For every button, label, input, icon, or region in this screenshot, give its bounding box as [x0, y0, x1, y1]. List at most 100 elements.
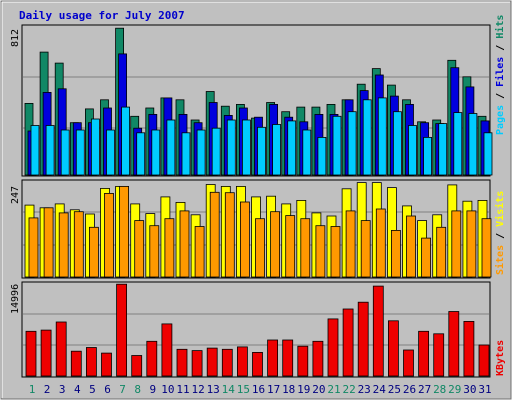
bar-kbytes-day-6 [101, 352, 112, 377]
bar-kbytes-day-11 [176, 348, 188, 377]
bar-pages-day-22 [347, 111, 357, 176]
day-label-26: 26 [403, 383, 416, 396]
bar-sites-day-18 [285, 215, 296, 278]
day-label-22: 22 [342, 383, 355, 396]
bar-kbytes-day-18 [282, 339, 294, 377]
bar-sites-day-6 [104, 192, 114, 278]
bar-pages-day-21 [332, 115, 342, 176]
bar-pages-day-17 [272, 124, 282, 176]
bar-kbytes-day-16 [252, 351, 263, 377]
chart-title: Daily usage for July 2007 [19, 9, 185, 22]
bar-sites-day-14 [224, 192, 235, 278]
bar-sites-day-31 [481, 218, 492, 278]
day-label-29: 29 [448, 383, 461, 396]
bar-sites-day-8 [134, 220, 145, 278]
bar-pages-day-6 [106, 129, 115, 176]
bar-pages-day-28 [438, 123, 448, 176]
day-label-28: 28 [433, 383, 446, 396]
day-label-12: 12 [191, 383, 204, 396]
bar-kbytes-day-9 [146, 340, 158, 377]
bar-pages-day-26 [408, 125, 417, 176]
bar-sites-day-27 [421, 237, 432, 278]
day-label-5: 5 [89, 383, 96, 396]
day-label-24: 24 [373, 383, 387, 396]
bar-sites-day-10 [164, 218, 175, 278]
bar-sites-day-20 [315, 225, 326, 278]
bar-sites-day-29 [451, 210, 462, 278]
bar-kbytes-day-22 [342, 308, 354, 377]
bar-sites-day-17 [270, 211, 281, 278]
bar-kbytes-day-28 [433, 333, 445, 377]
bar-kbytes-day-23 [357, 301, 369, 377]
bar-pages-day-12 [196, 129, 206, 176]
bar-kbytes-day-14 [221, 348, 233, 377]
day-label-16: 16 [252, 383, 265, 396]
bar-sites-day-25 [390, 229, 401, 278]
bar-pages-day-31 [483, 132, 493, 176]
day-label-19: 19 [297, 383, 310, 396]
legend-kbytes: KBytes [495, 340, 506, 376]
bar-kbytes-day-25 [387, 320, 399, 377]
legend-files: Files [494, 57, 506, 87]
bar-pages-day-5 [91, 118, 100, 176]
bar-pages-day-8 [136, 132, 146, 176]
bar-sites-day-5 [89, 226, 99, 278]
bar-sites-day-16 [255, 218, 265, 278]
bar-pages-day-14 [226, 119, 236, 176]
bar-kbytes-day-5 [86, 347, 97, 377]
day-label-13: 13 [207, 383, 220, 396]
bar-kbytes-day-12 [191, 350, 203, 377]
bar-sites-day-23 [360, 220, 371, 278]
bar-sites-day-9 [149, 225, 160, 278]
day-label-17: 17 [267, 383, 280, 396]
day-label-30: 30 [463, 383, 476, 396]
bar-kbytes-day-4 [70, 350, 82, 377]
bar-pages-day-15 [241, 119, 251, 176]
legend-sep-1: / [495, 87, 506, 105]
bar-sites-day-4 [73, 211, 84, 278]
bar-pages-day-24 [377, 97, 387, 176]
bar-kbytes-day-7 [116, 283, 127, 377]
day-label-11: 11 [176, 383, 189, 396]
bar-pages-day-16 [257, 126, 266, 176]
panel1-ymax-label: 812 [10, 29, 21, 47]
bar-pages-day-9 [151, 129, 161, 176]
bar-sites-day-22 [345, 210, 356, 278]
legend-hits: Hits [494, 15, 506, 39]
bar-kbytes-day-15 [236, 346, 248, 377]
bar-pages-day-19 [302, 129, 312, 176]
day-label-10: 10 [161, 383, 174, 396]
day-label-21: 21 [327, 383, 340, 396]
bar-kbytes-day-8 [131, 355, 143, 377]
bar-sites-day-13 [209, 191, 220, 278]
bar-pages-day-3 [60, 129, 70, 176]
bar-pages-day-11 [181, 132, 191, 176]
bar-kbytes-day-19 [297, 345, 309, 377]
bar-kbytes-day-30 [463, 320, 475, 377]
day-label-4: 4 [74, 383, 81, 396]
bar-pages-day-30 [468, 113, 478, 176]
bar-sites-day-28 [436, 226, 447, 278]
bar-kbytes-day-2 [40, 329, 52, 377]
day-label-25: 25 [388, 383, 401, 396]
bar-pages-day-29 [453, 112, 463, 176]
bar-kbytes-day-3 [55, 321, 67, 377]
day-label-20: 20 [312, 383, 325, 396]
bar-pages-day-27 [423, 136, 433, 176]
day-label-27: 27 [418, 383, 431, 396]
bar-kbytes-day-27 [418, 330, 430, 377]
bar-pages-day-1 [30, 125, 40, 176]
bar-kbytes-day-10 [161, 323, 173, 377]
day-label-31: 31 [478, 383, 491, 396]
day-label-14: 14 [222, 383, 236, 396]
bars-layer [24, 27, 493, 377]
bar-pages-day-4 [75, 129, 85, 176]
panel3-ymax-label: 14996 [10, 284, 21, 314]
bar-sites-day-11 [179, 210, 190, 278]
bar-kbytes-day-13 [206, 347, 218, 377]
bar-pages-day-18 [287, 120, 297, 176]
legend-sep-3: / [495, 227, 506, 245]
day-label-1: 1 [29, 383, 36, 396]
day-label-6: 6 [104, 383, 111, 396]
